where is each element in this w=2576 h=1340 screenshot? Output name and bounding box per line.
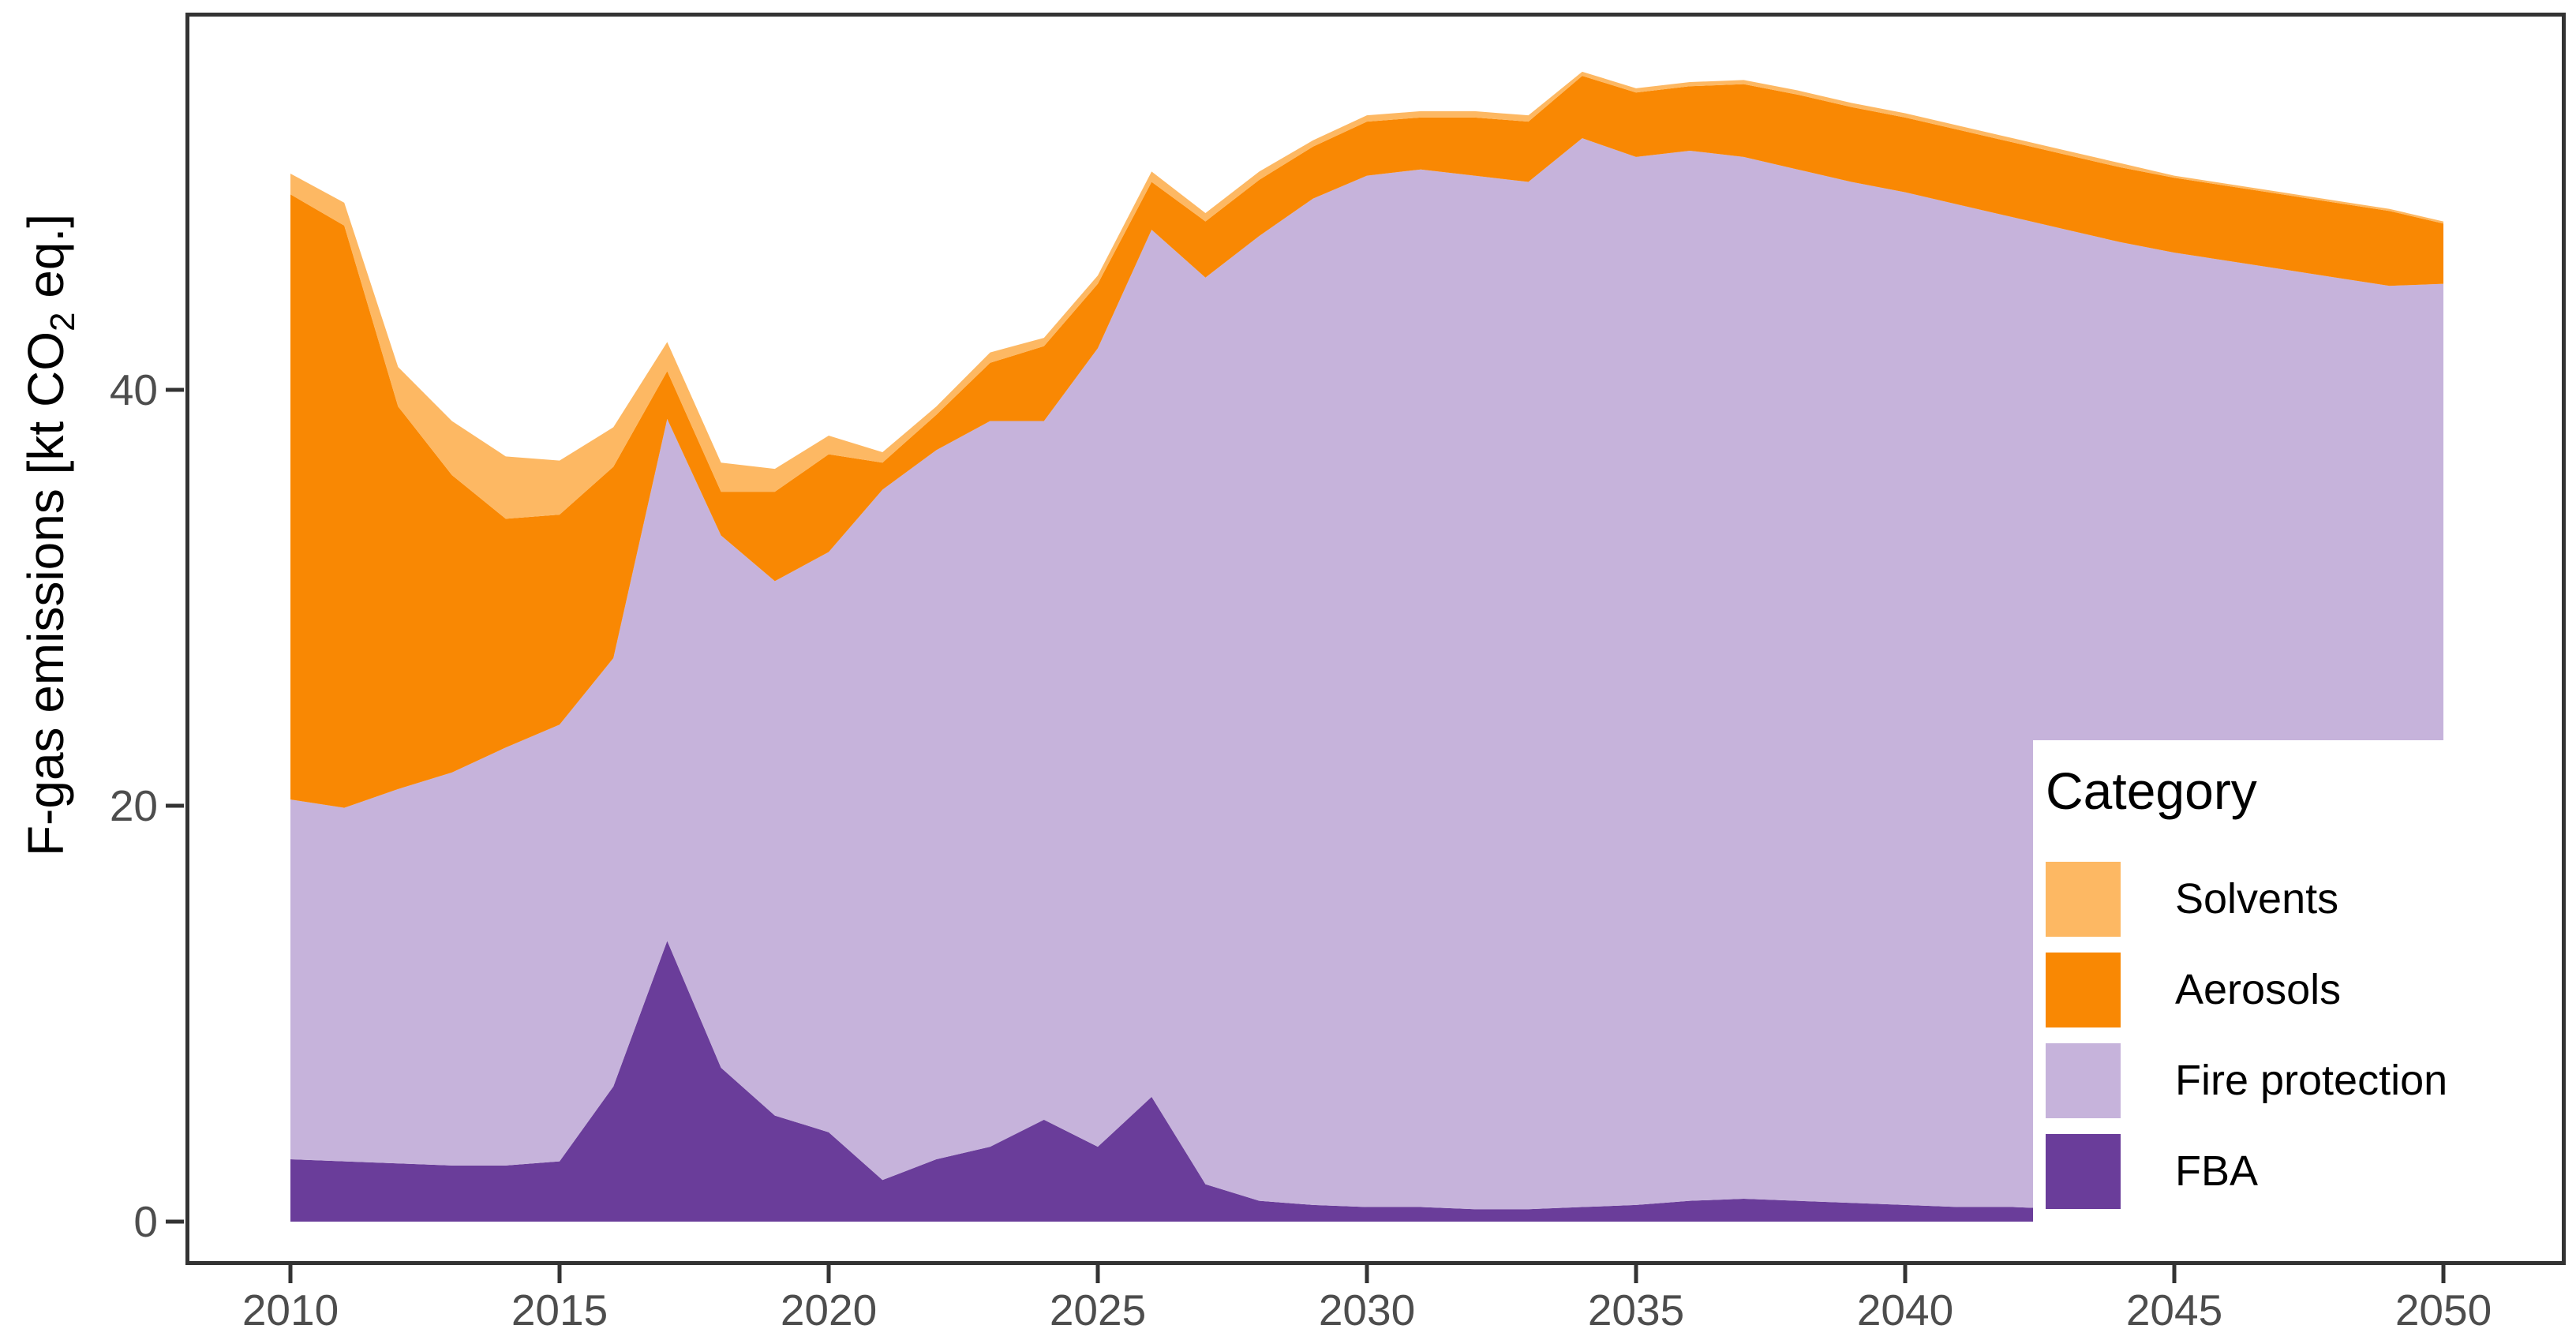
x-tick-label: 2010: [242, 1286, 339, 1334]
x-tick-label: 2030: [1318, 1286, 1416, 1334]
area-band-solvents: [290, 71, 2443, 519]
legend-swatch-fire-protection: [2046, 1043, 2121, 1118]
legend-swatch-fba: [2046, 1134, 2121, 1209]
legend-label-solvents: Solvents: [2175, 875, 2339, 923]
legend-swatch-solvents: [2046, 862, 2121, 937]
y-tick-label: 0: [133, 1197, 158, 1246]
legend: Category Solvents Aerosols Fire protecti…: [2033, 740, 2560, 1236]
legend-label-aerosols: Aerosols: [2175, 966, 2342, 1013]
y-axis-title: F-gas emissions [kt CO2 eq.]: [14, 0, 82, 1087]
x-tick-label: 2050: [2394, 1286, 2492, 1334]
legend-label-fire-protection: Fire protection: [2175, 1057, 2448, 1104]
x-tick-label: 2020: [780, 1286, 878, 1334]
y-tick-label: 20: [109, 781, 158, 830]
x-tick-label: 2015: [511, 1286, 608, 1334]
area-band-fire-protection: [290, 138, 2443, 1210]
x-tick-label: 2040: [1856, 1286, 1954, 1334]
legend-swatch-aerosols: [2046, 953, 2121, 1027]
panel-border: [185, 13, 2566, 1265]
legend-title: Category: [2046, 762, 2257, 820]
legend-label-fba: FBA: [2175, 1147, 2259, 1195]
x-tick-label: 2025: [1049, 1286, 1147, 1334]
y-axis-title-subscript: 2: [43, 312, 82, 331]
x-tick-label: 2035: [1587, 1286, 1685, 1334]
y-axis-title-suffix: eq.]: [17, 213, 74, 313]
area-band-fba: [290, 941, 2443, 1222]
area-band-aerosols: [290, 76, 2443, 808]
y-tick-label: 40: [109, 365, 158, 414]
x-tick-label: 2045: [2125, 1286, 2223, 1334]
